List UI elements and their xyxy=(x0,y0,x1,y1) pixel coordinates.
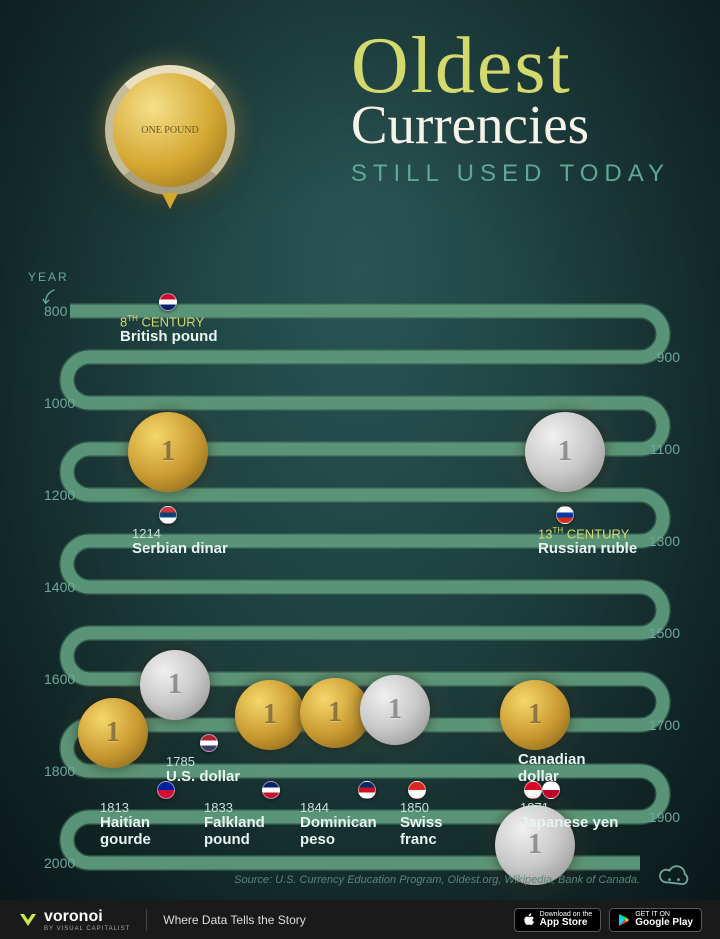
currency-year: 1833 xyxy=(204,800,265,815)
play-icon xyxy=(618,913,630,927)
currency-label: 8TH CENTURYBritish pound xyxy=(120,314,218,346)
coin-haitian-gourde: 1 xyxy=(78,698,148,768)
year-tick: 1700 xyxy=(649,717,680,733)
source-text: Source: U.S. Currency Education Program,… xyxy=(234,874,640,886)
flag-dot xyxy=(556,506,574,524)
brand-name: voronoi xyxy=(44,908,103,925)
year-tick: 800 xyxy=(44,303,67,319)
coin-serbian-dinar: 1 xyxy=(128,412,208,492)
coin-canadian-dollar: 1 xyxy=(500,680,570,750)
coin-pointer xyxy=(162,193,178,209)
year-tick: 1400 xyxy=(44,579,75,595)
currency-label: 1850Swissfranc xyxy=(400,800,443,848)
currency-label: 1871Japanese yen xyxy=(520,800,618,832)
coin-british-pound: ONE POUND xyxy=(105,65,235,195)
coin-u.s.-dollar: 1 xyxy=(140,650,210,720)
infographic-canvas: YEAR Oldest Currencies STILL USED TODAY … xyxy=(0,0,720,900)
year-tick: 900 xyxy=(657,349,680,365)
year-tick: 1500 xyxy=(649,625,680,641)
currency-label: 1833Falklandpound xyxy=(204,800,265,848)
title-block: Oldest Currencies STILL USED TODAY xyxy=(351,30,670,188)
currency-label: 1813Haitiangourde xyxy=(100,800,151,848)
flag-dot xyxy=(262,781,280,799)
currency-name: Swissfranc xyxy=(400,815,443,848)
footer-tagline: Where Data Tells the Story xyxy=(163,913,306,927)
footer-divider xyxy=(146,909,147,931)
apple-icon xyxy=(523,913,535,927)
currency-year: 1844 xyxy=(300,800,377,815)
year-tick: 1100 xyxy=(650,441,680,457)
google-play-badge[interactable]: GET IT ONGoogle Play xyxy=(609,908,702,932)
title-sub: Currencies xyxy=(351,97,670,152)
cloud-logo-icon xyxy=(656,862,692,890)
year-tick: 1300 xyxy=(649,533,680,549)
currency-year: 1871 xyxy=(520,800,618,815)
currency-year: 13TH CENTURY xyxy=(538,526,637,541)
app-store-badge[interactable]: Download on theApp Store xyxy=(514,908,602,932)
flag-dot xyxy=(358,781,376,799)
flag-dot xyxy=(159,293,177,311)
currency-name: Russian ruble xyxy=(538,541,637,558)
store2-main: Google Play xyxy=(635,918,693,928)
year-tick: 1600 xyxy=(44,671,75,687)
year-tick: 1000 xyxy=(44,395,75,411)
flag-dot xyxy=(408,781,426,799)
flag-dot xyxy=(542,781,560,799)
currency-name: British pound xyxy=(120,329,218,346)
brand-logo[interactable]: voronoi BY VISUAL CAPITALIST xyxy=(18,908,130,932)
coin-swiss-franc: 1 xyxy=(360,675,430,745)
year-axis-label: YEAR xyxy=(28,270,69,284)
currency-name: Serbian dinar xyxy=(132,541,228,558)
currency-year: 8TH CENTURY xyxy=(120,314,218,329)
coin-falkland-pound: 1 xyxy=(235,680,305,750)
store1-main: App Store xyxy=(540,918,593,928)
currency-label: 1844Dominicanpeso xyxy=(300,800,377,848)
currency-year: 1850 xyxy=(400,800,443,815)
currency-year: 1214 xyxy=(132,526,228,541)
currency-name: Japanese yen xyxy=(520,815,618,832)
year-tick: 1800 xyxy=(44,763,75,779)
title-tagline: STILL USED TODAY xyxy=(351,160,670,188)
currency-year: 1813 xyxy=(100,800,151,815)
currency-name: U.S. dollar xyxy=(166,769,240,786)
currency-name: Dominicanpeso xyxy=(300,815,377,848)
year-tick: 1200 xyxy=(44,487,75,503)
currency-name: Haitiangourde xyxy=(100,815,151,848)
currency-name: Falklandpound xyxy=(204,815,265,848)
flag-dot xyxy=(159,506,177,524)
currency-label: 1785U.S. dollar xyxy=(166,754,240,786)
footer-bar: voronoi BY VISUAL CAPITALIST Where Data … xyxy=(0,900,720,939)
currency-label: 13TH CENTURYRussian ruble xyxy=(538,526,637,558)
flag-dot xyxy=(200,734,218,752)
currency-year: 1785 xyxy=(166,754,240,769)
coin-russian-ruble: 1 xyxy=(525,412,605,492)
currency-label: 1214Serbian dinar xyxy=(132,526,228,558)
brand-sub: BY VISUAL CAPITALIST xyxy=(44,926,130,932)
year-tick: 2000 xyxy=(44,855,75,871)
brand-mark-icon xyxy=(18,910,38,930)
year-tick: 1900 xyxy=(649,809,680,825)
flag-dot xyxy=(157,781,175,799)
title-main: Oldest xyxy=(351,30,670,102)
